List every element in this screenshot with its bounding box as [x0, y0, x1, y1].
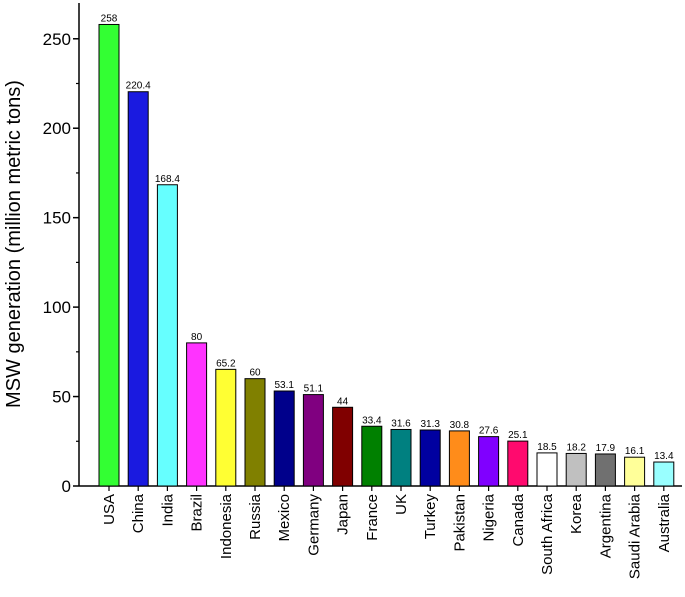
data-label: 65.2: [216, 358, 236, 369]
x-axis-labels-group: USA China India Brazil Indonesia Russia Mexico…: [101, 486, 673, 579]
x-tick-label: France: [364, 494, 381, 541]
y-tick-label: 0: [62, 477, 71, 496]
bar: [419, 429, 441, 487]
bar: [507, 440, 529, 487]
x-tick-label: UK: [393, 494, 410, 515]
data-label: 60: [249, 368, 261, 379]
data-label: 18.2: [566, 442, 586, 453]
data-label: 258: [101, 13, 118, 24]
x-tick-label: India: [159, 493, 176, 526]
x-tick-label: Korea: [568, 493, 585, 534]
bar: [98, 23, 120, 487]
bar: [244, 378, 266, 487]
data-label: 31.3: [420, 419, 440, 430]
data-label: 33.4: [362, 415, 382, 426]
y-axis-title: MSW generation (million metric tons): [3, 80, 25, 408]
bar: [332, 406, 354, 487]
x-tick-label: Pakistan: [451, 494, 468, 552]
bar: [273, 390, 295, 487]
bar: [215, 368, 237, 487]
x-tick-label: Canada: [510, 493, 527, 546]
bar: [448, 430, 470, 487]
data-label: 168.4: [155, 174, 180, 185]
x-tick-label: Japan: [335, 494, 352, 535]
x-tick-label: Russia: [247, 493, 264, 540]
x-tick-label: USA: [101, 494, 118, 525]
bar: [565, 452, 587, 487]
y-tick-label: 100: [43, 298, 71, 317]
bar: [127, 91, 149, 487]
data-label: 51.1: [304, 384, 324, 395]
data-label: 30.8: [450, 420, 470, 431]
x-tick-label: China: [130, 493, 147, 533]
bar: [361, 425, 383, 487]
bar: [536, 452, 558, 487]
x-tick-label: Turkey: [422, 494, 439, 540]
bar: [594, 453, 616, 487]
x-tick-label: Indonesia: [218, 493, 235, 559]
data-label: 16.1: [625, 446, 645, 457]
x-tick-label: Germany: [305, 494, 322, 556]
bar: [478, 436, 500, 487]
data-label: 80: [191, 332, 203, 343]
y-tick-label: 250: [43, 30, 71, 49]
bar: [156, 184, 178, 487]
bar: [186, 342, 208, 487]
x-tick-label: Australia: [656, 493, 673, 552]
value-labels-group: 258 220.4 168.4 80 65.2 60 53.1 51.1 44 33.4 31.6 3…: [101, 13, 674, 462]
x-tick-label: Argentina: [597, 493, 614, 558]
bar: [624, 456, 646, 487]
bar: [653, 461, 675, 487]
data-label: 53.1: [274, 380, 294, 391]
y-axis-ticks: 0 50 100 150 200 250: [43, 30, 79, 496]
data-label: 13.4: [654, 451, 674, 462]
y-tick-label: 50: [52, 388, 71, 407]
data-label: 25.1: [508, 430, 528, 441]
x-tick-label: Mexico: [276, 494, 293, 542]
x-tick-label: Nigeria: [481, 493, 498, 541]
x-tick-label: South Africa: [539, 493, 556, 575]
data-label: 18.5: [537, 442, 557, 453]
bar: [390, 428, 412, 487]
data-label: 31.6: [391, 418, 411, 429]
y-tick-label: 150: [43, 209, 71, 228]
data-label: 44: [337, 396, 349, 407]
data-label: 27.6: [479, 426, 499, 437]
bar: [302, 394, 324, 487]
x-tick-label: Brazil: [189, 494, 206, 532]
data-label: 17.9: [596, 443, 616, 454]
y-tick-label: 200: [43, 119, 71, 138]
bars-group: [98, 23, 675, 487]
data-label: 220.4: [126, 81, 151, 92]
x-tick-label: Saudi Arabia: [627, 493, 644, 579]
